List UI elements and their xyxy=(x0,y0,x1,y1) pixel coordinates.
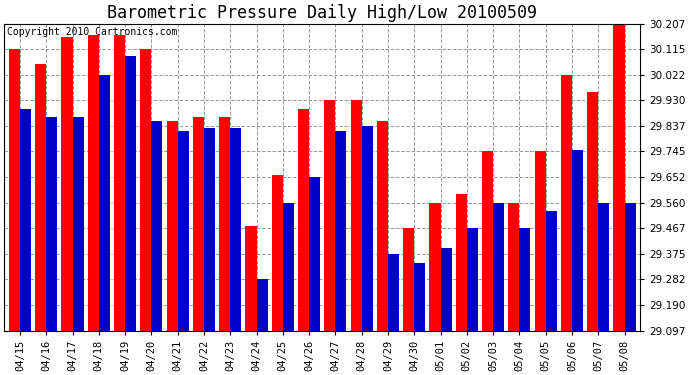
Bar xyxy=(587,92,598,330)
Bar xyxy=(598,202,609,330)
Bar xyxy=(246,226,257,330)
Bar xyxy=(114,34,125,330)
Bar xyxy=(151,121,162,330)
Bar xyxy=(377,121,388,330)
Bar xyxy=(61,37,72,330)
Text: Copyright 2010 Cartronics.com: Copyright 2010 Cartronics.com xyxy=(8,27,178,37)
Bar xyxy=(351,100,362,330)
Bar xyxy=(46,117,57,330)
Bar xyxy=(166,121,177,330)
Bar xyxy=(572,150,583,330)
Title: Barometric Pressure Daily High/Low 20100509: Barometric Pressure Daily High/Low 20100… xyxy=(107,4,538,22)
Bar xyxy=(546,211,557,330)
Bar xyxy=(272,175,283,330)
Bar xyxy=(429,202,440,330)
Bar xyxy=(324,100,335,330)
Bar xyxy=(257,279,268,330)
Bar xyxy=(298,109,309,330)
Bar xyxy=(535,152,546,330)
Bar xyxy=(509,202,520,330)
Bar xyxy=(414,263,425,330)
Bar xyxy=(72,117,83,330)
Bar xyxy=(125,56,136,330)
Bar xyxy=(140,49,151,330)
Bar xyxy=(309,177,320,330)
Bar xyxy=(99,75,110,330)
Bar xyxy=(388,254,399,330)
Bar xyxy=(467,228,478,330)
Bar xyxy=(283,202,294,330)
Bar xyxy=(219,117,230,330)
Bar xyxy=(335,131,346,330)
Bar xyxy=(193,117,204,330)
Bar xyxy=(362,126,373,330)
Bar xyxy=(204,128,215,330)
Bar xyxy=(440,248,451,330)
Bar xyxy=(482,152,493,330)
Bar xyxy=(9,49,20,330)
Bar xyxy=(403,228,414,330)
Bar xyxy=(177,131,188,330)
Bar xyxy=(613,24,624,330)
Bar xyxy=(35,64,46,330)
Bar xyxy=(493,202,504,330)
Bar xyxy=(561,75,572,330)
Bar xyxy=(20,109,31,330)
Bar xyxy=(230,128,241,330)
Bar xyxy=(456,194,467,330)
Bar xyxy=(624,202,635,330)
Bar xyxy=(520,228,531,330)
Bar xyxy=(88,34,99,330)
